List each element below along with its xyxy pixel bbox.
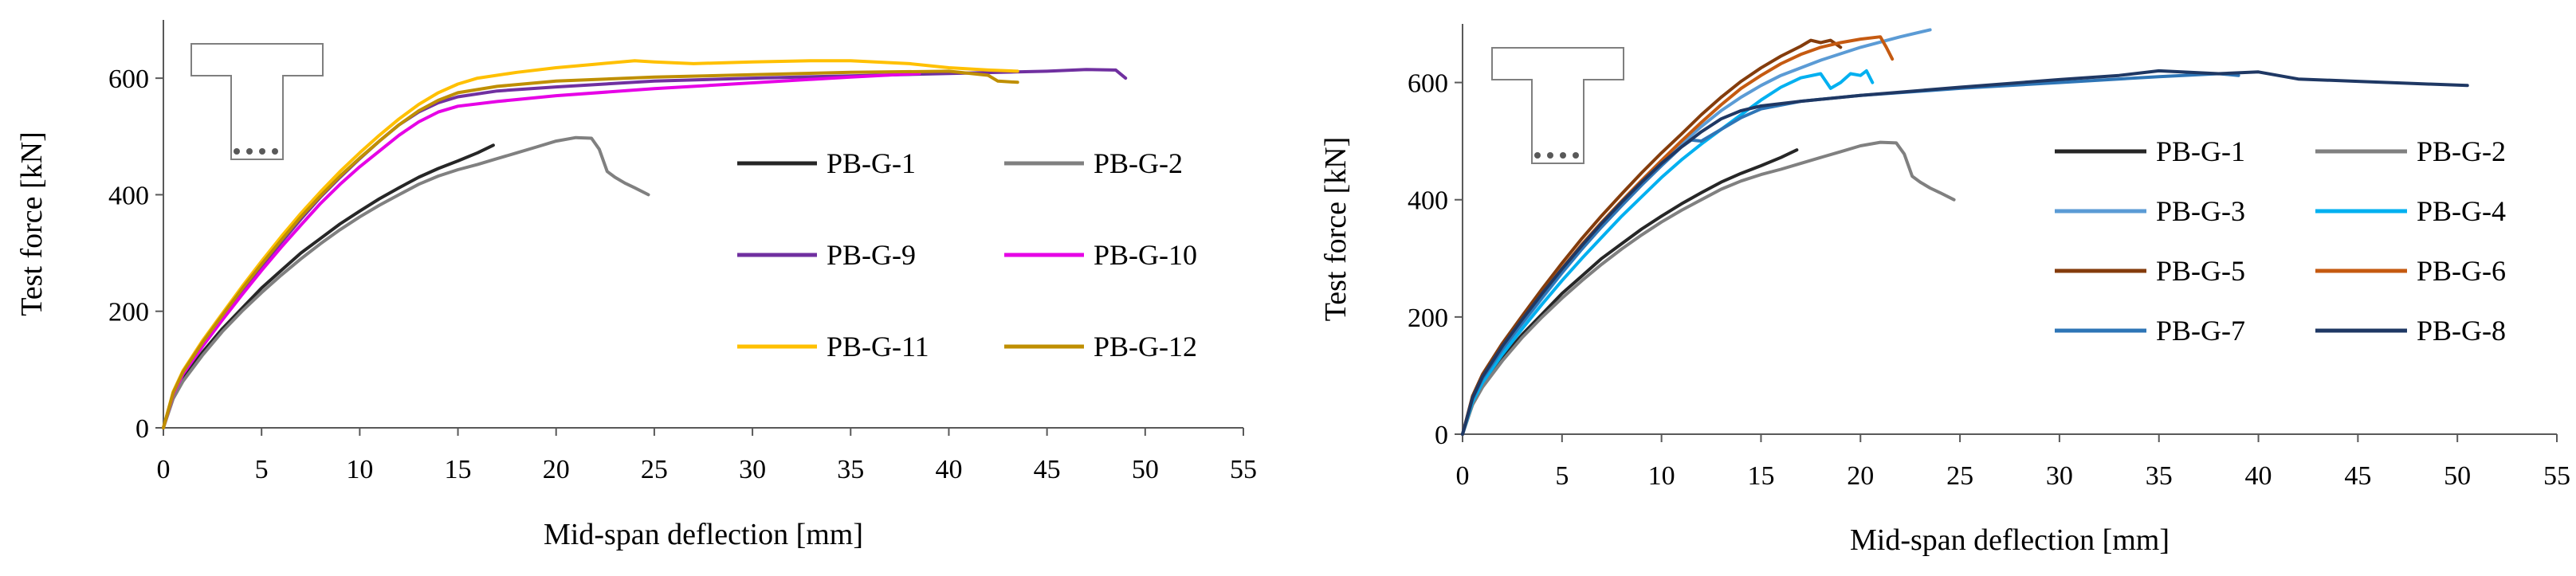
- x-tick-label: 55: [2543, 461, 2570, 491]
- x-tick-label: 55: [1230, 455, 1257, 484]
- t-beam-section-icon: [1491, 47, 1624, 164]
- y-axis-title: Test force [kN]: [1319, 137, 1353, 322]
- legend-label: PB-G-11: [827, 331, 929, 362]
- y-tick-label: 400: [108, 181, 149, 210]
- x-tick-label: 50: [1132, 455, 1159, 484]
- series-line-pb-g-6: [1461, 35, 1895, 436]
- x-tick-label: 35: [2146, 461, 2173, 491]
- series-line-pb-g-2: [1461, 140, 1956, 436]
- x-tick-label: 20: [543, 455, 570, 484]
- y-tick-label: 600: [108, 65, 149, 94]
- t-beam-section-icon: [190, 43, 324, 160]
- x-tick-label: 40: [2245, 461, 2272, 491]
- rebar-dot-icon: [1560, 152, 1566, 159]
- legend-label: PB-G-4: [2417, 195, 2506, 227]
- legend-label: PB-G-2: [1094, 147, 1183, 179]
- legend-label: PB-G-12: [1094, 331, 1197, 362]
- legend-label: PB-G-3: [2156, 195, 2245, 227]
- x-tick-label: 45: [1034, 455, 1061, 484]
- series-line-pb-g-1: [162, 143, 495, 429]
- rebar-dot-icon: [234, 148, 240, 155]
- rebar-dot-icon: [246, 148, 253, 155]
- x-tick-label: 5: [1555, 461, 1569, 491]
- legend-label: PB-G-9: [827, 239, 916, 271]
- x-tick-label: 10: [346, 455, 373, 484]
- x-axis-title: Mid-span deflection [mm]: [1850, 523, 2170, 557]
- series-line-pb-g-5: [1461, 38, 1843, 436]
- series-line-pb-g-8: [1461, 69, 2469, 436]
- series-line-pb-g-10: [162, 72, 921, 429]
- y-axis-title: Test force [kN]: [15, 131, 49, 316]
- rebar-dot-icon: [1573, 152, 1579, 159]
- x-tick-label: 45: [2344, 461, 2371, 491]
- legend-label: PB-G-5: [2156, 255, 2245, 287]
- x-axis-title: Mid-span deflection [mm]: [544, 518, 863, 551]
- y-tick-label: 600: [1408, 69, 1448, 99]
- x-tick-label: 15: [1747, 461, 1774, 491]
- x-tick-label: 35: [837, 455, 864, 484]
- legend-label: PB-G-7: [2156, 315, 2245, 347]
- x-tick-label: 10: [1648, 461, 1675, 491]
- x-tick-label: 0: [1456, 461, 1470, 491]
- chart-panel-2: 0 5 10 15 20 25 30 35 40 45 50 55 0 200 400 600 Mid-span…: [1319, 24, 2570, 557]
- chart-panel-1: 0 5 10 15 20 25 30 35 40 45 50 55 0 200 400 600 Mid-span…: [15, 20, 1257, 551]
- y-tick-label: 0: [135, 414, 149, 444]
- y-tick-label: 200: [108, 298, 149, 327]
- legend-label: PB-G-1: [827, 147, 916, 179]
- y-tick-label: 400: [1408, 186, 1448, 216]
- series-line-pb-g-1: [1461, 148, 1799, 436]
- x-tick-label: 50: [2444, 461, 2471, 491]
- y-tick-label: 0: [1435, 421, 1448, 450]
- legend-label: PB-G-6: [2417, 255, 2506, 287]
- series-line-pb-g-4: [1461, 69, 1875, 436]
- rebar-dot-icon: [1547, 152, 1553, 159]
- legend-label: PB-G-10: [1094, 239, 1197, 271]
- rebar-dot-icon: [272, 148, 278, 155]
- legend-label: PB-G-1: [2156, 135, 2245, 167]
- rebar-dot-icon: [1534, 152, 1541, 159]
- x-tick-label: 20: [1847, 461, 1874, 491]
- series-line-pb-g-12: [162, 69, 1019, 429]
- y-tick-label: 200: [1408, 304, 1448, 333]
- x-tick-label: 0: [157, 455, 171, 484]
- legend-label: PB-G-2: [2417, 135, 2506, 167]
- x-tick-label: 15: [445, 455, 472, 484]
- x-tick-label: 25: [641, 455, 668, 484]
- x-tick-label: 30: [2046, 461, 2073, 491]
- x-tick-label: 25: [1946, 461, 1973, 491]
- x-tick-label: 5: [255, 455, 269, 484]
- x-tick-label: 40: [935, 455, 962, 484]
- x-tick-label: 30: [739, 455, 766, 484]
- rebar-dot-icon: [259, 148, 265, 155]
- legend-label: PB-G-8: [2417, 315, 2506, 347]
- series-line-pb-g-2: [162, 135, 650, 429]
